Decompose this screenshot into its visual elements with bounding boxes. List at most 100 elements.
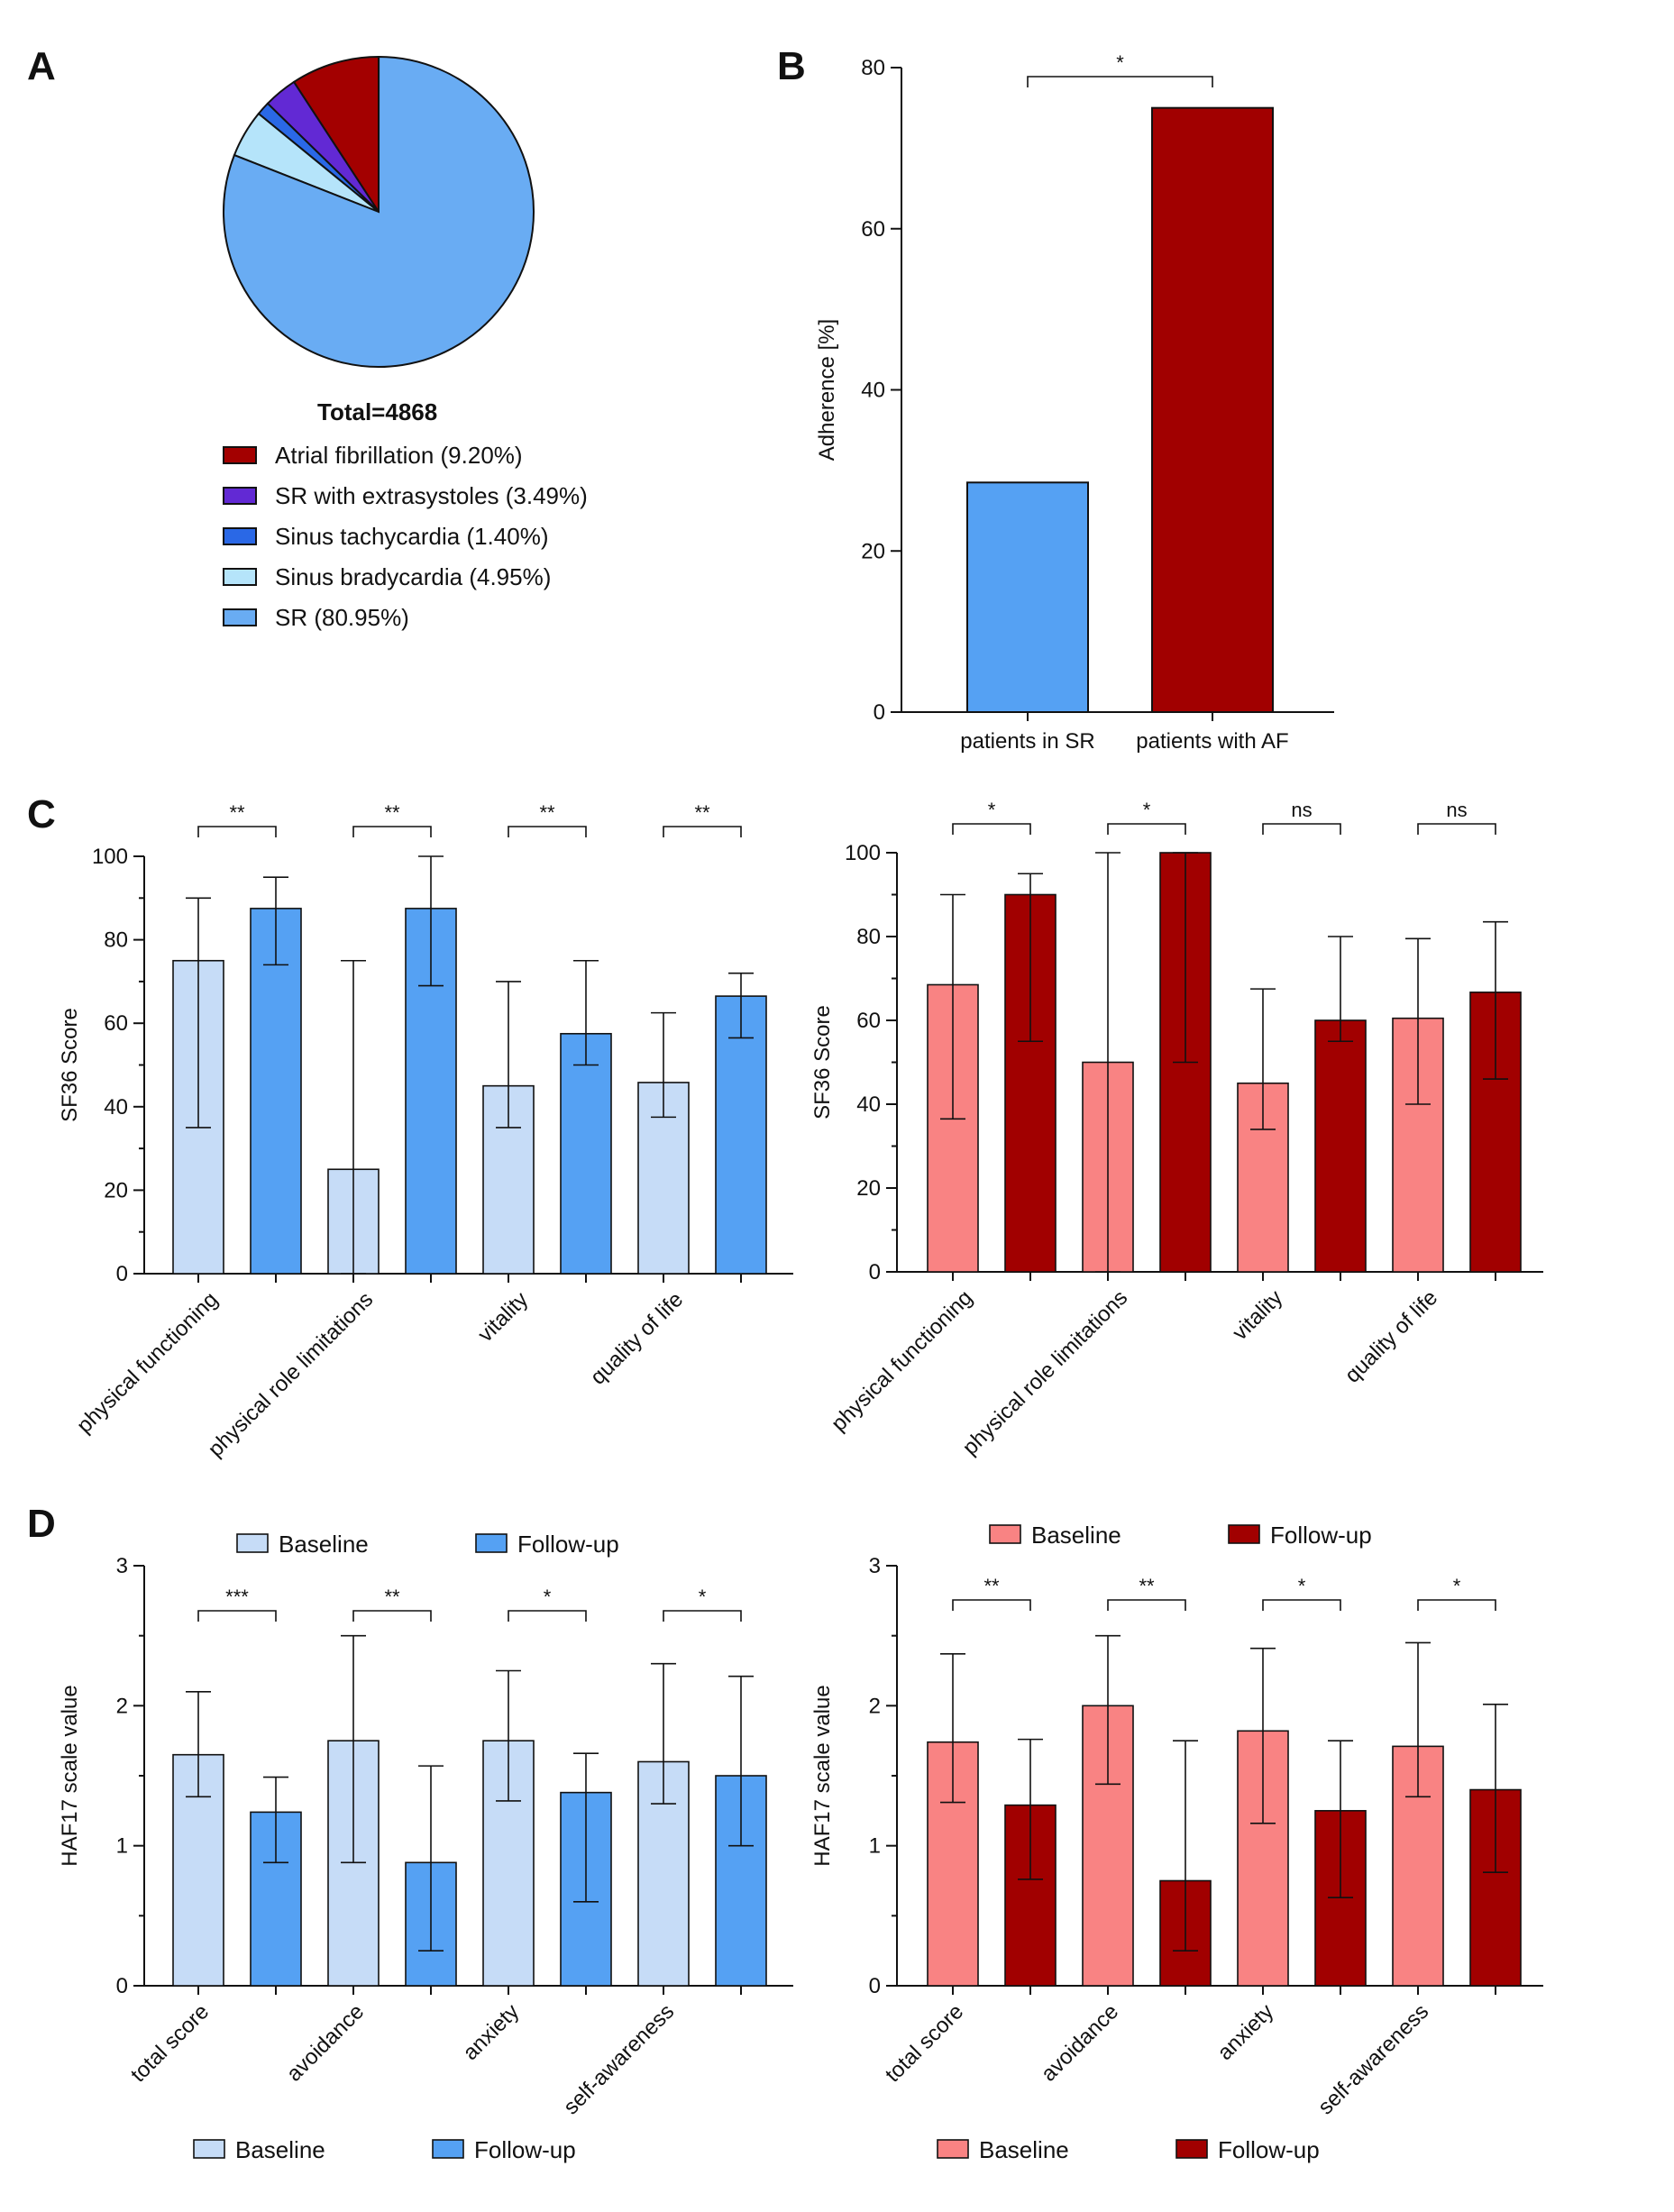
- pie-slice: [292, 55, 380, 215]
- significance-label: **: [539, 801, 555, 824]
- significance-label: *: [988, 799, 996, 821]
- significance-bracket: [952, 823, 1031, 835]
- significance-bracket: [1262, 823, 1341, 835]
- x-category-label: total score: [126, 1999, 214, 2087]
- significance-label: *: [544, 1586, 552, 1608]
- significance-bracket: [352, 1610, 432, 1622]
- significance-bracket: [197, 1610, 277, 1622]
- bar: [560, 1032, 612, 1275]
- x-category-label: quality of life: [1340, 1285, 1442, 1387]
- y-tick-label: 0: [116, 1974, 128, 1998]
- significance-bracket: [352, 826, 432, 837]
- y-tick-label: 0: [116, 1262, 128, 1286]
- y-tick-label: 80: [104, 928, 128, 953]
- legend-label-followup: Follow-up: [1218, 2136, 1320, 2163]
- panel-letter-a: A: [27, 44, 56, 88]
- x-category-label: physical functioning: [827, 1285, 977, 1436]
- bar: [250, 1811, 302, 1987]
- legend-swatch-followup: [1228, 1524, 1260, 1544]
- legend-swatch-baseline: [193, 2139, 225, 2159]
- x-category-label: total score: [881, 1999, 968, 2087]
- significance-label: **: [983, 1575, 1000, 1597]
- significance-label: *: [1116, 51, 1124, 74]
- pie-slice: [223, 55, 535, 368]
- y-tick-label: 40: [856, 1092, 881, 1117]
- significance-bracket: [663, 826, 742, 837]
- y-tick-label: 60: [861, 217, 885, 242]
- significance-bracket: [663, 1610, 742, 1622]
- significance-bracket: [1417, 1599, 1496, 1611]
- y-tick-label: 100: [845, 841, 881, 865]
- significance-bracket: [197, 826, 277, 837]
- x-category-label: vitality: [473, 1287, 533, 1347]
- significance-bracket: [508, 826, 587, 837]
- significance-bracket: [1107, 1599, 1186, 1611]
- legend-label-baseline: Baseline: [235, 2136, 325, 2163]
- y-tick-label: 80: [856, 925, 881, 949]
- y-tick-label: 0: [869, 1260, 881, 1284]
- significance-label: **: [694, 801, 710, 824]
- legend-swatch-baseline: [937, 2139, 969, 2159]
- significance-label: *: [1298, 1575, 1306, 1597]
- significance-bracket: [1027, 76, 1213, 87]
- y-tick-label: 2: [116, 1694, 128, 1718]
- significance-label: **: [384, 1586, 400, 1608]
- bar: [715, 995, 767, 1275]
- bar: [1151, 106, 1274, 713]
- y-tick-label: 20: [856, 1176, 881, 1201]
- x-category-label: self-awareness: [1313, 1999, 1433, 2119]
- bar-chart-b: 0 20 40 60 80 Adherence [%] patients in SR pati…: [815, 51, 1334, 754]
- legend-swatch-baseline: [989, 1524, 1021, 1544]
- x-category-label: physical role limitations: [958, 1285, 1133, 1460]
- y-tick-label: 1: [116, 1834, 128, 1859]
- y-tick-label: 3: [869, 1554, 881, 1578]
- significance-label: ***: [225, 1586, 249, 1608]
- legend-label-baseline: Baseline: [1031, 1522, 1121, 1549]
- y-tick-label: 20: [104, 1178, 128, 1202]
- panel-letter-c: C: [27, 792, 56, 836]
- x-category-label: quality of life: [586, 1287, 688, 1389]
- legend-label-followup: Follow-up: [517, 1531, 619, 1558]
- significance-label: **: [384, 801, 400, 824]
- x-category-label: patients with AF: [1136, 729, 1288, 754]
- significance-bracket: [508, 1610, 587, 1622]
- y-tick-label: 60: [104, 1011, 128, 1036]
- legend-swatch: [223, 527, 257, 545]
- y-tick-label: 0: [874, 700, 885, 725]
- y-tick-label: 20: [861, 539, 885, 563]
- y-tick-label: 40: [861, 379, 885, 403]
- significance-label: ns: [1291, 799, 1312, 821]
- pie-total-label: Total=4868: [317, 398, 437, 425]
- significance-label: **: [1139, 1575, 1155, 1597]
- significance-label: ns: [1446, 799, 1467, 821]
- legend-swatch: [223, 446, 257, 464]
- y-tick-label: 0: [869, 1974, 881, 1998]
- legend-label-baseline: Baseline: [979, 2136, 1069, 2163]
- bar: [966, 481, 1089, 713]
- bar-chart-c-right: 0 20 40 60 80 100 SF36 Score physical functioni…: [810, 799, 1543, 1460]
- significance-label: *: [1453, 1575, 1461, 1597]
- legend-label: SR with extrasystoles (3.49%): [275, 482, 588, 509]
- significance-label: *: [699, 1586, 707, 1608]
- y-axis-label: HAF17 scale value: [58, 1685, 82, 1866]
- y-tick-label: 1: [869, 1834, 881, 1859]
- legend-swatch-followup: [475, 1533, 508, 1553]
- y-tick-label: 100: [92, 845, 128, 869]
- bar-chart-c-left: 0 20 40 60 80 100 SF36 Score physical functioni…: [58, 801, 793, 1462]
- significance-bracket: [1417, 823, 1496, 835]
- x-category-label: physical role limitations: [204, 1287, 379, 1462]
- x-category-label: avoidance: [1037, 1999, 1123, 2086]
- y-axis-label: HAF17 scale value: [810, 1685, 835, 1866]
- legend-swatch-followup: [1175, 2139, 1208, 2159]
- legend-label-followup: Follow-up: [474, 2136, 576, 2163]
- x-category-label: vitality: [1228, 1285, 1287, 1345]
- panel-letter-d: D: [27, 1502, 56, 1546]
- significance-bracket: [952, 1599, 1031, 1611]
- legend-swatch: [223, 568, 257, 586]
- x-category-label: avoidance: [282, 1999, 369, 2086]
- significance-label: *: [1143, 799, 1151, 821]
- legend-swatch: [223, 608, 257, 626]
- x-category-label: anxiety: [1212, 1999, 1278, 2065]
- legend-swatch: [223, 487, 257, 505]
